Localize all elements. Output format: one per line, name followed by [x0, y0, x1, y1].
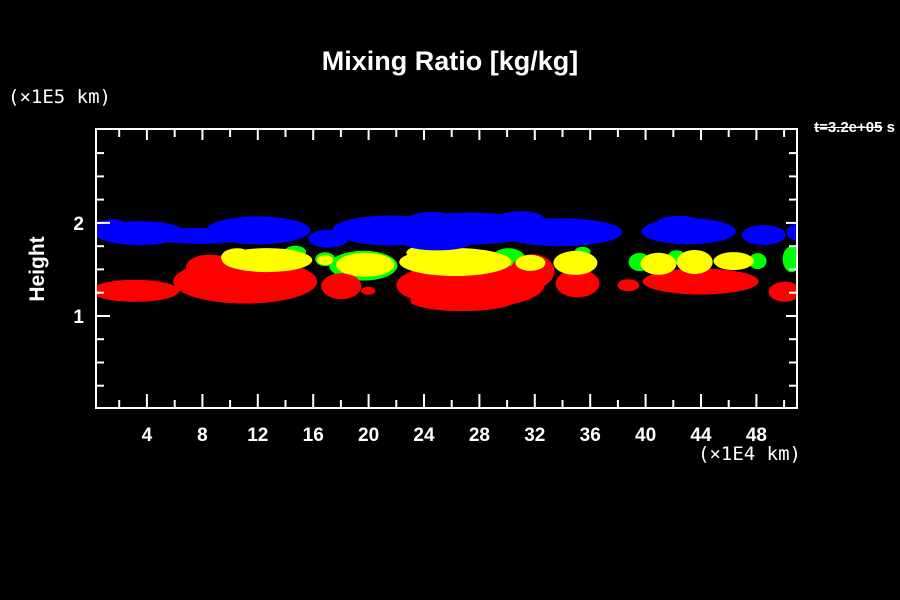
- cloud-level-yellow: [713, 252, 754, 271]
- cloud-level-red: [186, 254, 235, 279]
- cloud-level-yellow: [317, 255, 334, 266]
- cloud-level-red: [617, 279, 640, 292]
- cloud-level-green: [748, 253, 767, 270]
- cloud-level-yellow: [336, 252, 395, 277]
- x-tick-label: 32: [524, 425, 545, 446]
- cloud-level-blue: [404, 212, 461, 230]
- cloud-level-red: [642, 268, 759, 295]
- x-tick-label: 28: [469, 425, 490, 446]
- cloud-level-red: [97, 279, 180, 302]
- x-tick-label: 24: [413, 425, 435, 446]
- time-annotation: t=3.2e+05 s: [814, 119, 895, 136]
- cloud-level-blue: [786, 224, 796, 241]
- cloud-level-red: [410, 291, 515, 312]
- cloud-level-green: [782, 246, 796, 273]
- x-tick-label: 40: [635, 425, 656, 446]
- x-axis-unit-label: (×1E4 km): [698, 443, 801, 465]
- x-tick-label: 4: [142, 425, 153, 446]
- cloud-level-red: [555, 269, 600, 298]
- cloud-level-blue: [741, 225, 786, 245]
- y-tick-label: 2: [73, 214, 84, 235]
- cloud-level-red: [768, 281, 796, 302]
- cloud-level-yellow: [640, 252, 677, 275]
- y-axis-unit-label: (×1E5 km): [8, 86, 111, 108]
- x-tick-label: 20: [358, 425, 379, 446]
- x-tick-label: 36: [580, 425, 601, 446]
- cloud-level-yellow: [553, 250, 598, 275]
- cloud-level-blue: [206, 216, 311, 245]
- y-tick-label: 1: [73, 307, 84, 328]
- cloud-level-blue: [656, 215, 701, 230]
- cloud-level-blue: [404, 236, 471, 251]
- x-tick-label: 48: [746, 425, 767, 446]
- x-tick-label: 8: [197, 425, 208, 446]
- cloud-level-yellow: [676, 250, 713, 274]
- x-tick-label: 12: [247, 425, 268, 446]
- x-tick-label: 44: [690, 425, 712, 446]
- time-value: t=3.2e+05: [814, 119, 883, 136]
- cloud-level-yellow: [221, 248, 254, 267]
- cloud-level-blue: [496, 211, 545, 228]
- cloud-level-red: [321, 273, 362, 300]
- plot-frame: [95, 128, 798, 409]
- cloud-level-blue: [97, 219, 130, 242]
- chart-title: Mixing Ratio [kg/kg]: [321, 46, 579, 76]
- cloud-level-yellow: [515, 254, 546, 271]
- x-tick-label: 16: [303, 425, 324, 446]
- cloud-level-red: [361, 286, 376, 295]
- time-unit: s: [882, 119, 895, 136]
